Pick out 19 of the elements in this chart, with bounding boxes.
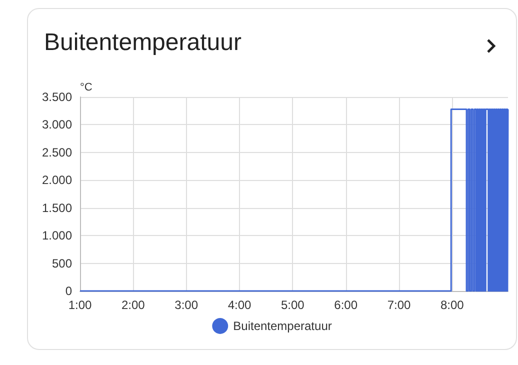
y-axis-title: °C bbox=[80, 82, 92, 94]
y-tick-label: 2.000 bbox=[42, 173, 72, 188]
y-tick-label: 3.500 bbox=[42, 90, 72, 104]
y-tick-label: 1.000 bbox=[42, 228, 72, 243]
x-tick-label: 1:00 bbox=[68, 298, 92, 312]
x-tick-label: 3:00 bbox=[174, 298, 198, 312]
legend-label: Buitentemperatuur bbox=[233, 319, 332, 333]
x-tick-label: 2:00 bbox=[121, 298, 146, 312]
y-tick-label: 3.000 bbox=[42, 118, 72, 132]
x-tick-label: 8:00 bbox=[440, 298, 464, 312]
x-tick-label: 4:00 bbox=[228, 298, 252, 312]
chart-title: Buitentemperatuur bbox=[44, 29, 242, 57]
x-tick-label: 7:00 bbox=[387, 298, 412, 312]
y-tick-label: 500 bbox=[52, 256, 72, 270]
y-tick-label: 2.500 bbox=[42, 145, 72, 160]
y-tick-label: 0 bbox=[65, 284, 72, 298]
x-tick-label: 6:00 bbox=[334, 298, 358, 312]
x-tick-label: 5:00 bbox=[280, 298, 305, 312]
y-tick-label: 1.500 bbox=[42, 200, 72, 215]
